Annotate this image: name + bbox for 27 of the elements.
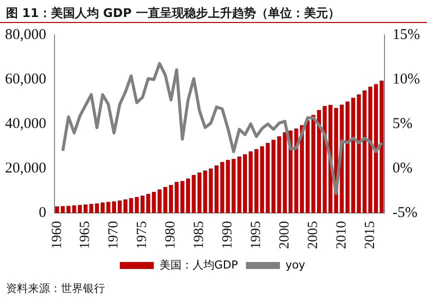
- x-tick-label: 2005: [306, 221, 321, 249]
- y-tick-label: 80,000: [5, 26, 46, 43]
- x-tick-label: 2015: [362, 221, 378, 249]
- y-tick-label: 20,000: [5, 160, 46, 176]
- bar: [55, 206, 60, 213]
- y2-tick-label: -5%: [392, 204, 418, 221]
- y-tick-label: 0: [38, 204, 46, 221]
- y-tick-label: 40,000: [5, 116, 46, 132]
- x-tick-label: 2010: [334, 221, 350, 249]
- legend-label: 美国：人均GDP: [159, 258, 238, 272]
- x-tick-label: 1980: [164, 221, 179, 249]
- x-tick-label: 1975: [135, 221, 150, 249]
- x-tick-label: 1990: [220, 221, 236, 249]
- y2-tick-label: 10%: [392, 71, 420, 88]
- x-tick-label: 1995: [249, 221, 264, 249]
- x-tick-label: 2000: [278, 221, 293, 249]
- y2-tick-label: 0%: [392, 160, 413, 176]
- legend-label: yoy: [285, 258, 306, 272]
- y2-tick-label: 15%: [392, 26, 420, 43]
- y-tick-label: 60,000: [5, 71, 46, 88]
- text: 资料来源：世界银行: [5, 281, 106, 296]
- x-tick-label: 1985: [192, 221, 208, 249]
- x-tick-label: 1965: [78, 221, 94, 249]
- x-tick-label: 1970: [106, 221, 122, 249]
- y2-tick-label: 5%: [392, 116, 413, 132]
- x-tick-label: 1960: [50, 221, 65, 249]
- chart-title: 图 11：美国人均 GDP 一直呈现稳步上升趋势（单位：美元）: [0, 0, 427, 23]
